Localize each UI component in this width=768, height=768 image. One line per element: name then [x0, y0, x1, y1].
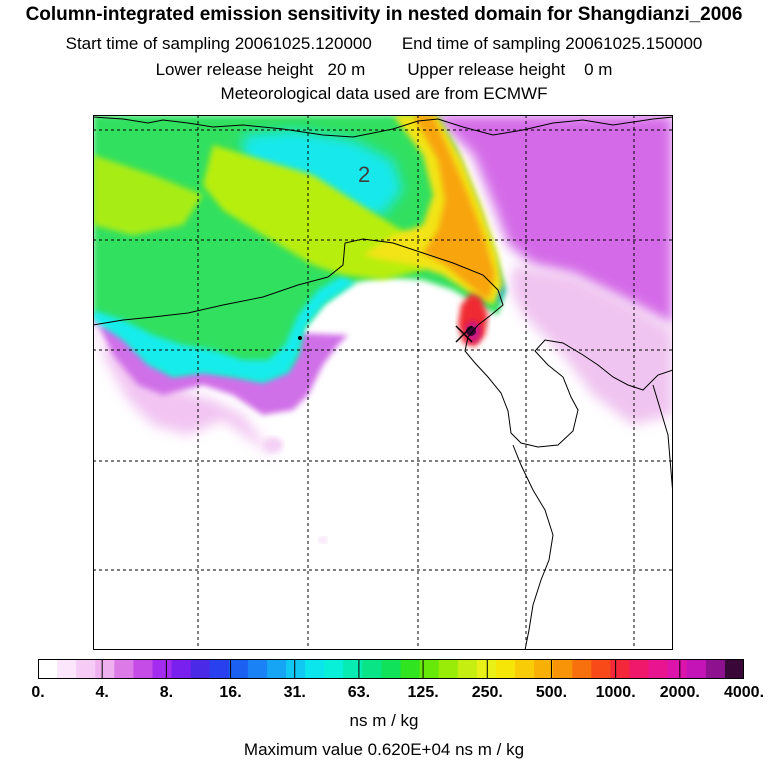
plot-title: Column-integrated emission sensitivity i… [25, 4, 743, 25]
colorbar-swatch [610, 659, 631, 679]
colorbar-swatch [438, 659, 459, 679]
contour-label: 2 [358, 162, 370, 187]
upper-release-height: Upper release height 0 m [407, 60, 613, 79]
field-yellowgreen [203, 145, 433, 280]
city-dot [298, 336, 302, 340]
colorbar-swatch [400, 659, 421, 679]
colorbar-swatch [152, 659, 173, 679]
colorbar-tick-label: 31. [283, 684, 306, 701]
colorbar-swatch [95, 659, 115, 679]
colorbar-swatch [724, 659, 744, 679]
colorbar-tick-label: 4000. [723, 684, 765, 701]
lat-lon-grid [93, 115, 673, 650]
colorbar-swatch [305, 659, 325, 679]
colorbar-tick-marks [101, 659, 681, 679]
colorbar-swatch [534, 659, 554, 679]
colorbar-swatch [190, 659, 211, 679]
sensitivity-map: 2 [93, 115, 673, 650]
colorbar-tick-label: 4. [95, 684, 109, 701]
colorbar-frame [38, 659, 744, 679]
colorbar-tick-label: 1000. [595, 684, 636, 701]
field-yellowgreen-west [93, 155, 203, 235]
colorbar-swatch [286, 659, 306, 679]
colorbar-swatch [648, 659, 669, 679]
colorbar-unit: ns m / kg [349, 711, 419, 730]
colorbar-tick-label: 125. [407, 684, 439, 701]
colorbar-swatch [381, 659, 402, 679]
field-lavender-east [511, 265, 673, 425]
colorbar-swatch [57, 659, 77, 679]
sampling-end: End time of sampling 20061025.150000 [401, 34, 703, 53]
sensitivity-field [93, 115, 673, 543]
colorbar-swatch [495, 659, 516, 679]
colorbar-tick-label: 63. [347, 684, 371, 701]
map-frame [93, 115, 673, 650]
colorbar-swatch [629, 659, 650, 679]
colorbar-tick-label: 8. [159, 684, 174, 701]
colorbar-tick-label: 500. [535, 684, 568, 701]
colorbar-tick-label: 0. [31, 684, 45, 701]
colorbar-swatch [247, 659, 268, 679]
colorbar-swatch [266, 659, 287, 679]
field-speck-1 [263, 437, 283, 453]
colorbar-tick-label: 16. [219, 684, 242, 701]
colorbar-swatch [38, 659, 58, 679]
sampling-start: Start time of sampling 20061025.120000 [65, 34, 372, 53]
colorbar-swatch [572, 659, 592, 679]
station-marker [455, 325, 473, 343]
field-speck-2 [319, 537, 327, 543]
colorbar-swatch [228, 659, 249, 679]
lower-release-height: Lower release height 20 m [155, 60, 366, 79]
sampling-times: Start time of sampling 20061025.120000 En… [0, 34, 768, 54]
colorbar-swatch [476, 659, 497, 679]
colorbar-swatch [591, 659, 612, 679]
field-cyan-south [93, 275, 355, 383]
colorbar-swatch [324, 659, 344, 679]
colorbar-swatch [515, 659, 535, 679]
maximum-value: Maximum value 0.620E+04 ns m / kg [243, 740, 525, 759]
coastlines [93, 116, 673, 650]
field-purple-east [423, 115, 673, 325]
colorbar-swatch [362, 659, 383, 679]
colorbar-swatch [171, 659, 192, 679]
colorbar-swatch [457, 659, 478, 679]
field-orange [413, 115, 495, 300]
colorbar-swatch [553, 659, 573, 679]
field-lavender-west [93, 315, 278, 460]
met-data-source: Meteorological data used are from ECMWF [220, 84, 548, 103]
colorbar [38, 659, 744, 679]
colorbar-swatch [209, 659, 230, 679]
colorbar-tick-label: 2000. [659, 684, 700, 701]
colorbar-swatch [76, 659, 96, 679]
colorbar-swatch [686, 659, 707, 679]
colorbar-swatch [667, 659, 688, 679]
colorbar-swatch [419, 659, 440, 679]
release-heights: Lower release height 20 m Upper release h… [0, 60, 768, 80]
colorbar-tick-label: 250. [471, 684, 503, 701]
colorbar-swatch [343, 659, 363, 679]
colorbar-swatches [38, 659, 744, 679]
colorbar-swatch [705, 659, 726, 679]
colorbar-swatch [133, 659, 154, 679]
colorbar-swatch [114, 659, 134, 679]
